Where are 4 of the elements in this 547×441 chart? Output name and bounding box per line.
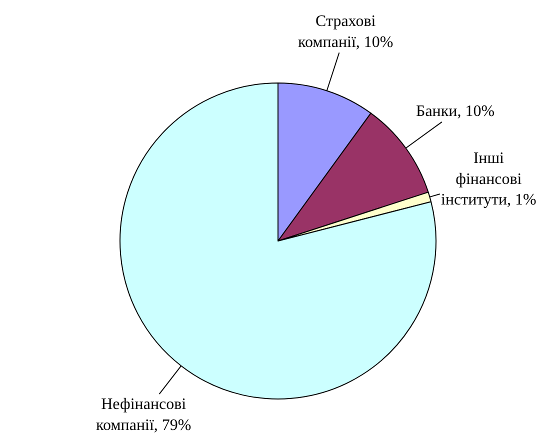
slice-label: Банки, 10% [416, 103, 495, 120]
slice-label: Інші фінансові інститути, 1% [441, 150, 536, 209]
slice-label: Страхові компанії, 10% [298, 13, 394, 51]
slice-label: Нефінансові компанії, 79% [96, 396, 192, 434]
